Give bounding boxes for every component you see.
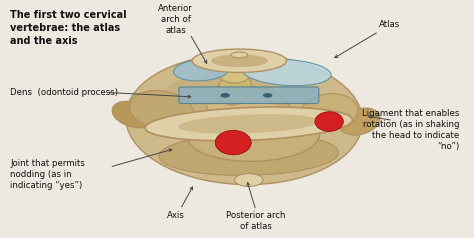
Circle shape — [263, 93, 273, 98]
Text: Joint that permits
nodding (as in
indicating “yes”): Joint that permits nodding (as in indica… — [10, 159, 85, 190]
Ellipse shape — [112, 101, 154, 128]
Ellipse shape — [159, 133, 338, 175]
Circle shape — [220, 93, 230, 98]
Ellipse shape — [178, 114, 319, 134]
Text: Anterior
arch of
atlas: Anterior arch of atlas — [158, 4, 193, 35]
Ellipse shape — [211, 54, 268, 67]
Ellipse shape — [188, 110, 319, 161]
Ellipse shape — [173, 59, 229, 81]
Ellipse shape — [219, 67, 250, 83]
Ellipse shape — [206, 86, 292, 138]
Text: Ligament that enables
rotation (as in shaking
the head to indicate
“no”): Ligament that enables rotation (as in sh… — [362, 109, 459, 151]
Text: Dens  (odontoid process): Dens (odontoid process) — [10, 88, 118, 97]
Ellipse shape — [206, 86, 263, 119]
Text: Atlas: Atlas — [379, 20, 400, 29]
Ellipse shape — [301, 94, 358, 131]
Ellipse shape — [315, 112, 343, 131]
Ellipse shape — [154, 73, 287, 147]
Ellipse shape — [145, 107, 353, 141]
Text: The first two cervical
vertebrae: the atlas
and the axis: The first two cervical vertebrae: the at… — [10, 10, 127, 46]
Ellipse shape — [192, 49, 287, 72]
Ellipse shape — [129, 90, 193, 129]
Ellipse shape — [235, 174, 263, 186]
Ellipse shape — [218, 73, 251, 105]
Ellipse shape — [220, 95, 277, 130]
Ellipse shape — [215, 130, 251, 155]
FancyBboxPatch shape — [179, 87, 319, 104]
Text: Axis: Axis — [167, 211, 184, 220]
Text: Posterior arch
of atlas: Posterior arch of atlas — [226, 211, 286, 231]
Ellipse shape — [126, 54, 363, 184]
Ellipse shape — [242, 59, 331, 86]
Ellipse shape — [231, 52, 247, 58]
Ellipse shape — [340, 108, 380, 135]
